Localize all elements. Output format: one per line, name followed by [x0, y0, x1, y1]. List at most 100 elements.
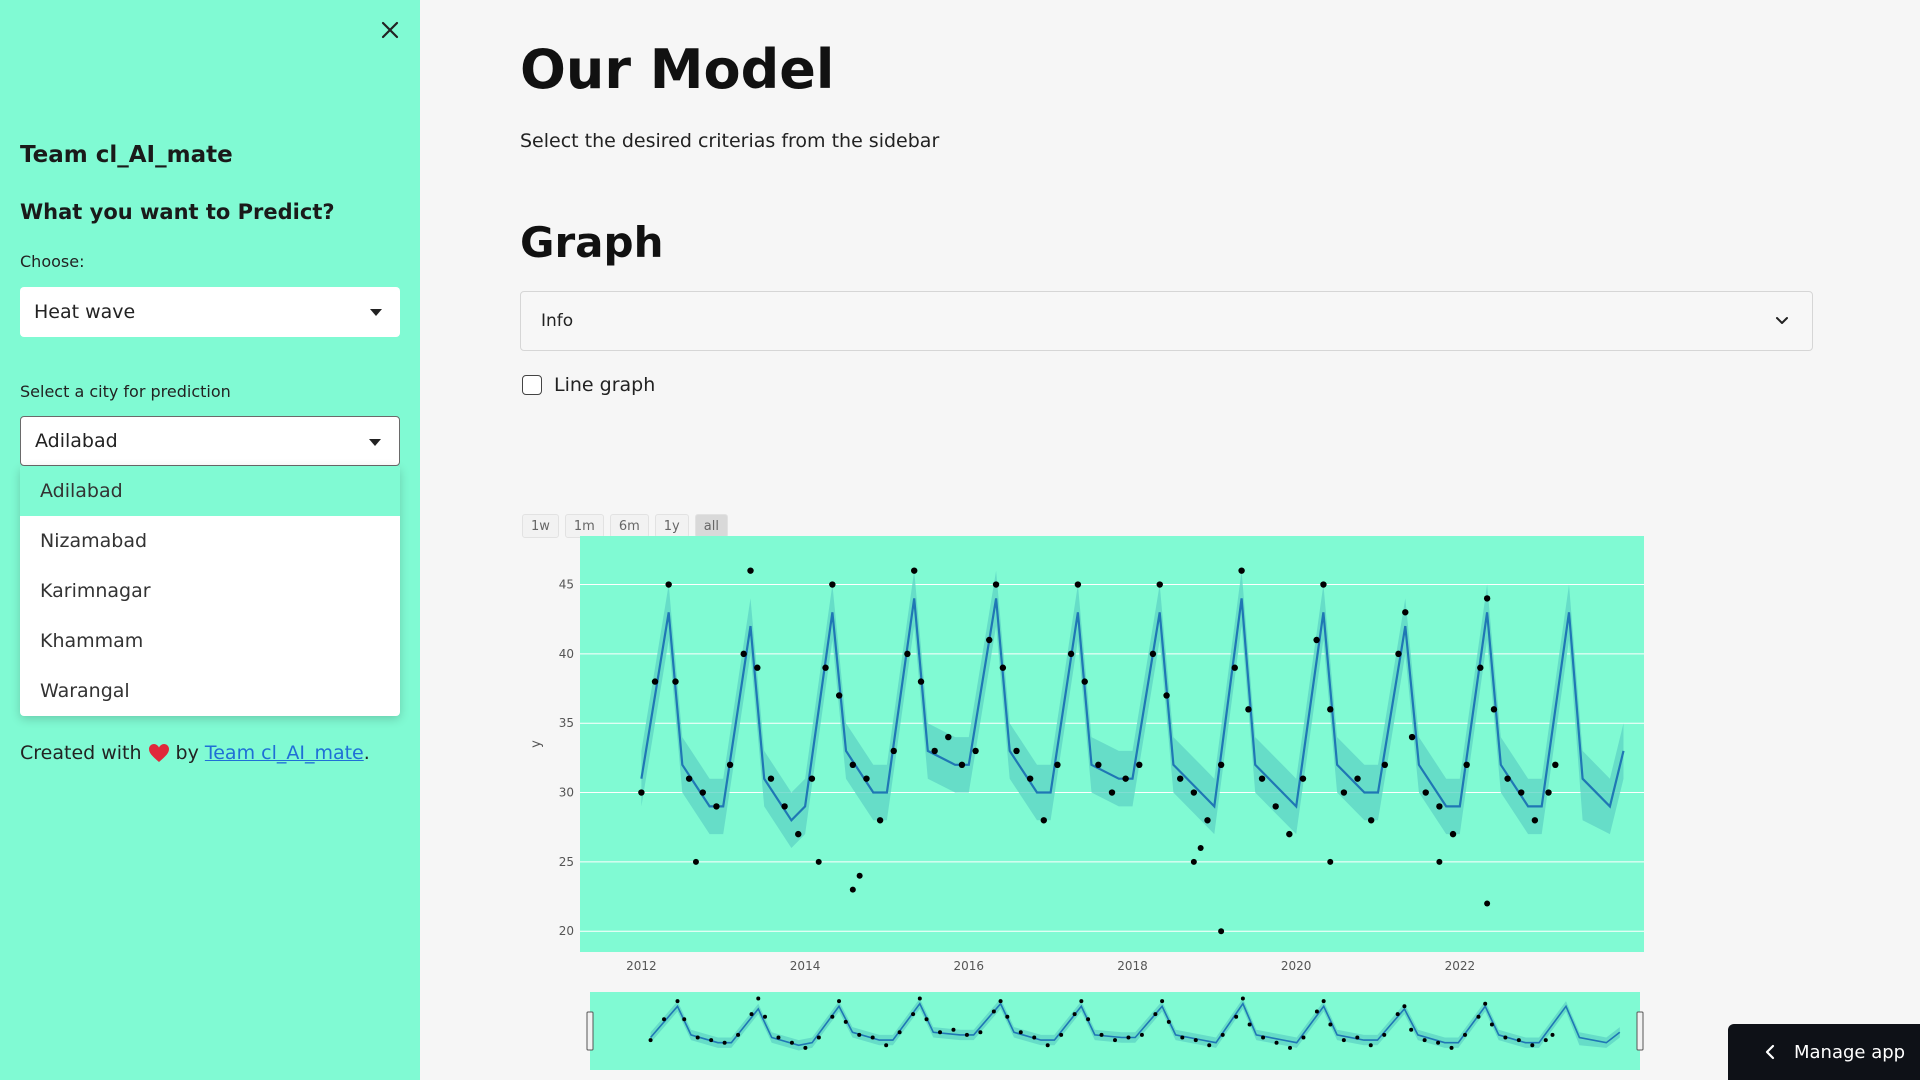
observed-point [890, 747, 897, 755]
observed-point [1149, 650, 1157, 658]
observed-point [1436, 803, 1443, 810]
city-option[interactable]: Warangal [40, 680, 130, 702]
manage-app-button[interactable]: Manage app [1728, 1024, 1920, 1080]
forecast-line [640, 598, 1625, 823]
range-slider-point [1422, 1038, 1427, 1043]
observed-point [1299, 775, 1307, 782]
range-handle-right [1636, 1011, 1644, 1051]
range-slider-point [675, 999, 680, 1004]
observed-point [1054, 761, 1061, 768]
range-slider-point [1153, 1012, 1158, 1017]
range-slider-point [1543, 1038, 1548, 1043]
observed-point [958, 761, 966, 768]
range-button-1w[interactable]: 1w [522, 514, 559, 538]
range-button-1m[interactable]: 1m [564, 514, 604, 538]
city-option[interactable]: Adilabad [20, 466, 400, 516]
range-slider-point [1476, 1014, 1481, 1019]
uncertainty-band [641, 570, 1624, 848]
range-slider-point [1160, 999, 1165, 1004]
choose-select[interactable]: Heat wave [20, 287, 400, 337]
range-slider-point [917, 996, 922, 1001]
outlier-point [1190, 858, 1197, 865]
observed-point [685, 775, 693, 782]
range-slider-point [1086, 1017, 1091, 1022]
range-button-1y[interactable]: 1y [654, 514, 689, 538]
chevron-down-icon [1776, 317, 1788, 324]
range-slider-point [1436, 1040, 1441, 1045]
range-slider-point [1240, 996, 1245, 1001]
team-title: Team cl_AI_mate [20, 142, 233, 168]
heart-icon [148, 744, 169, 762]
observed-point [1177, 775, 1184, 782]
observed-point [1067, 650, 1075, 658]
range-slider-point [830, 1014, 835, 1019]
observed-point [1313, 636, 1320, 644]
observed-point [1156, 581, 1163, 588]
range-slider-point [749, 1012, 754, 1017]
range-slider-point [1126, 1035, 1131, 1040]
page-title: Our Model [520, 38, 835, 101]
range-slider-point [648, 1038, 653, 1043]
observed-point [808, 775, 816, 782]
range-slider-point [1483, 1001, 1488, 1006]
range-slider-point [736, 1032, 741, 1037]
forecast-chart[interactable]: 20 25 30 35 40 45 2012 2014 2016 2018 2020 2022 y [520, 530, 1660, 1080]
observed-point [1327, 706, 1334, 713]
observed-point [931, 747, 938, 755]
observed-point [740, 650, 747, 658]
range-slider-point [682, 1017, 687, 1022]
range-slider-point [924, 1017, 929, 1022]
city-option[interactable]: Karimnagar [40, 580, 151, 602]
team-link[interactable]: Team cl_AI_mate [204, 742, 364, 764]
observed-point [1108, 789, 1116, 796]
close-sidebar-button[interactable] [376, 16, 404, 44]
range-slider-point [998, 999, 1003, 1004]
range-slider-point [1489, 1022, 1494, 1027]
observed-point [911, 567, 918, 574]
range-slider-point [1503, 1035, 1508, 1040]
line-graph-checkbox[interactable]: Line graph [522, 374, 655, 396]
y-tick-label: 25 [559, 855, 574, 869]
range-slider-line [649, 1002, 1621, 1047]
range-slider-point [1045, 1043, 1050, 1048]
observed-point [1238, 567, 1245, 574]
range-slider-point [1234, 1014, 1239, 1019]
observed-point [1231, 664, 1238, 671]
checkbox[interactable] [522, 375, 542, 395]
observed-point [1040, 817, 1047, 824]
observed-point [1217, 761, 1225, 768]
outlier-point [815, 858, 822, 865]
y-tick-label: 40 [559, 647, 574, 661]
outlier-point [692, 858, 699, 865]
range-slider-point [1207, 1043, 1212, 1048]
range-slider-point [1314, 1009, 1319, 1014]
x-tick-label: 2016 [953, 959, 984, 973]
observed-point [795, 830, 802, 838]
range-slider-point [1079, 999, 1084, 1004]
city-select[interactable]: Adilabad [20, 416, 400, 466]
observed-point [754, 664, 761, 671]
observed-point [1320, 581, 1327, 588]
observed-point [1367, 817, 1375, 824]
city-option[interactable]: Nizamabad [40, 530, 148, 552]
range-button-6m[interactable]: 6m [609, 514, 649, 538]
range-slider-point [837, 999, 842, 1004]
observed-point [1074, 581, 1082, 588]
y-tick-label: 35 [559, 716, 574, 730]
observed-point [1026, 775, 1034, 782]
observed-point [1531, 817, 1539, 824]
observed-point [945, 733, 952, 741]
created-with-text: Created with by Team cl_AI_mate. [20, 742, 370, 764]
city-select-value: Adilabad [35, 430, 118, 452]
range-slider-point [816, 1035, 821, 1040]
observed-point [1449, 830, 1457, 838]
range-slider-point [1321, 999, 1326, 1004]
range-slider-point [1193, 1038, 1198, 1043]
observed-point [1490, 706, 1498, 713]
info-expander[interactable]: Info [520, 291, 1813, 351]
city-option[interactable]: Khammam [40, 630, 144, 652]
observed-point [863, 775, 870, 782]
range-slider-point [1530, 1043, 1535, 1048]
observed-point [1081, 678, 1088, 685]
observed-point [1245, 706, 1252, 713]
